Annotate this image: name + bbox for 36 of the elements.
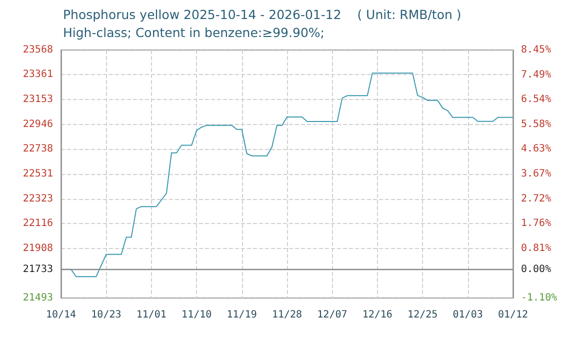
- y-tick-label: 22946: [22, 118, 53, 130]
- y2-tick-label: 5.58%: [521, 119, 552, 130]
- chart-title: Phosphorus yellow 2025-10-14 - 2026-01-12 ( Unit: RMB/ton ): [63, 7, 462, 22]
- x-tick-label: 11/01: [136, 310, 166, 320]
- y-tick-label: 22738: [22, 144, 53, 155]
- x-tick-label: 10/14: [46, 310, 76, 320]
- y2-tick-label: 0.00%: [521, 264, 552, 275]
- y2-tick-label: 6.54%: [521, 94, 552, 106]
- chart-subtitle: High-class; Content in benzene:≥99.90%;: [63, 25, 324, 40]
- y2-tick-label: 4.63%: [521, 144, 552, 155]
- y2-tick-label: 3.67%: [521, 168, 552, 180]
- y-tick-label: 22116: [22, 218, 53, 230]
- y2-tick-label: 2.72%: [521, 193, 552, 204]
- x-tick-label: 12/07: [317, 310, 348, 320]
- y2-tick-label: 1.76%: [521, 218, 552, 230]
- y-tick-label: 23153: [22, 94, 53, 106]
- y-tick-label: 23568: [22, 44, 53, 56]
- y-tick-label: 21908: [22, 242, 53, 254]
- y2-tick-label: 7.49%: [521, 69, 552, 80]
- x-tick-label: 11/10: [182, 310, 212, 320]
- y-tick-label: 23361: [22, 69, 53, 80]
- y2-tick-label: 0.81%: [521, 242, 552, 254]
- y-tick-label: 22323: [22, 193, 53, 204]
- y-tick-label: 21733: [22, 264, 53, 275]
- line-series: [60, 72, 514, 278]
- x-tick-label: 01/03: [452, 310, 483, 320]
- y-tick-label: 22531: [22, 168, 53, 180]
- x-tick-label: 11/19: [226, 310, 257, 320]
- y2-tick-label: -1.10%: [521, 292, 558, 304]
- x-tick-label: 12/25: [408, 310, 438, 320]
- y-tick-label: 21493: [22, 292, 53, 304]
- x-tick-label: 10/23: [91, 310, 122, 320]
- x-tick-label: 01/12: [498, 310, 528, 320]
- x-tick-label: 12/16: [362, 310, 392, 320]
- x-tick-label: 11/28: [272, 310, 302, 320]
- y2-tick-label: 8.45%: [521, 44, 552, 56]
